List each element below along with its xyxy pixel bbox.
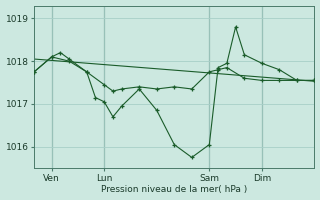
X-axis label: Pression niveau de la mer( hPa ): Pression niveau de la mer( hPa ) <box>101 185 247 194</box>
